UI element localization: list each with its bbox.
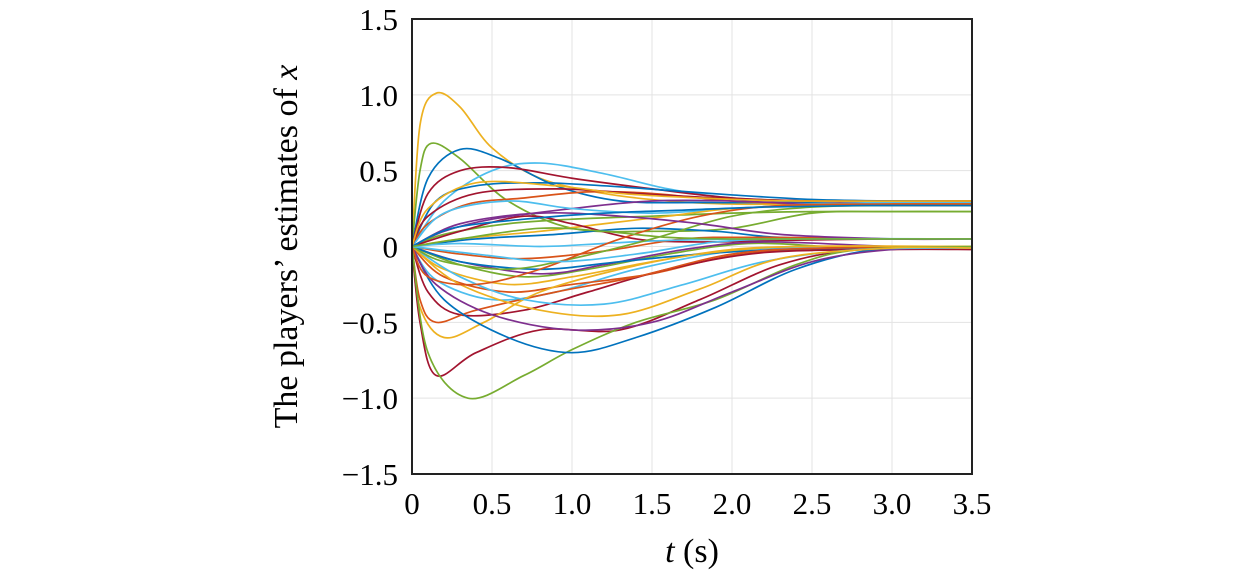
x-tick-label: 0.5: [473, 486, 512, 521]
y-axis-label-prefix: The players’ estimates of: [268, 80, 305, 429]
y-tick-label: 1.0: [359, 78, 398, 113]
y-axis-label: The players’ estimates of x: [268, 65, 305, 429]
y-axis-variable: x: [268, 65, 305, 81]
x-tick-label: 1.5: [633, 486, 672, 521]
series-line: [411, 142, 973, 247]
series-line: [411, 245, 973, 339]
series-line: [411, 227, 972, 248]
series-line: [411, 203, 973, 286]
y-tick-label: −1.5: [342, 457, 398, 492]
y-tick-label: −0.5: [342, 305, 398, 340]
x-tick-label: 3.5: [953, 486, 992, 521]
series-line: [411, 245, 973, 318]
y-tick-labels: 1.5 1.0 0.5 0 −0.5 −1.0 −1.5: [342, 2, 398, 492]
x-tick-label: 2.5: [793, 486, 832, 521]
plot-area-frame: [411, 18, 973, 475]
y-tick-label: 0.5: [359, 154, 398, 189]
x-axis-unit: (s): [675, 533, 719, 570]
y-tick-label: 1.5: [359, 2, 398, 37]
x-tick-label: 1.0: [553, 486, 592, 521]
series-line: [411, 200, 973, 248]
series-line: [411, 246, 973, 354]
x-axis-label: t (s): [665, 533, 719, 570]
series-lines: [411, 91, 973, 400]
x-tick-label: 3.0: [873, 486, 912, 521]
y-tick-label: −1.0: [342, 381, 398, 416]
series-line: [411, 246, 973, 324]
x-tick-labels: 0 0.5 1.0 1.5 2.0 2.5 3.0 3.5: [404, 486, 991, 521]
series-line: [411, 180, 973, 247]
x-tick-label: 0: [404, 486, 420, 521]
series-line: [411, 246, 973, 332]
series-line: [411, 245, 973, 286]
x-axis-variable: t: [665, 533, 676, 570]
x-tick-label: 2.0: [713, 486, 752, 521]
y-tick-label: 0: [383, 230, 399, 265]
series-line: [411, 246, 973, 378]
series-line: [411, 245, 973, 400]
series-line: [411, 204, 973, 248]
